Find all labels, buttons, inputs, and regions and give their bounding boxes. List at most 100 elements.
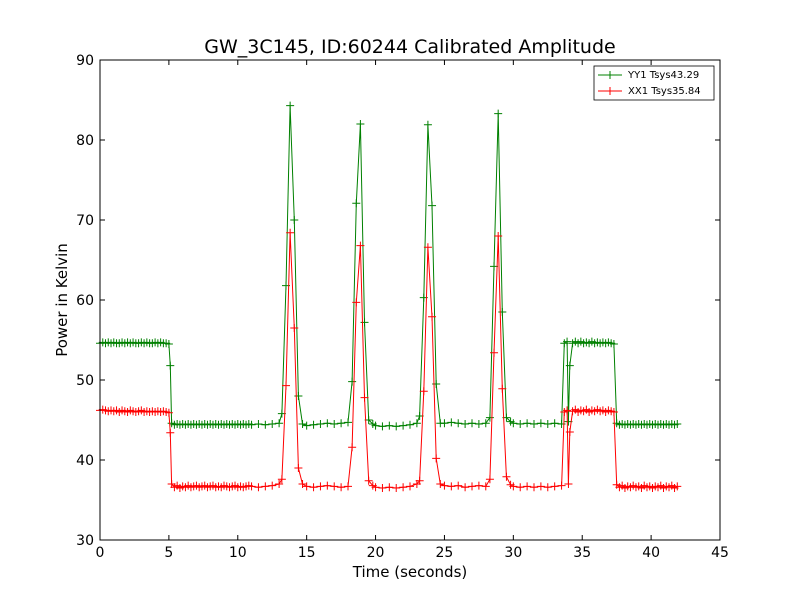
y-tick-label: 70 (76, 213, 94, 229)
y-tick-label: 90 (76, 53, 94, 69)
data-point (371, 483, 380, 492)
data-point (436, 480, 445, 488)
x-tick-label: 15 (298, 545, 316, 561)
data-point (474, 420, 483, 428)
data-point (247, 482, 256, 491)
data-point (282, 381, 290, 390)
data-point (530, 420, 538, 428)
data-point (523, 482, 532, 491)
data-point (494, 232, 503, 240)
data-point (474, 481, 483, 490)
legend-label-xx1: XX1 Tsys35.84 (628, 86, 701, 97)
y-axis-title: Power in Kelvin (53, 243, 71, 357)
data-point (423, 120, 432, 129)
data-point (468, 482, 476, 491)
data-point (356, 120, 365, 128)
data-point (423, 243, 432, 252)
data-point (536, 419, 545, 428)
data-point (254, 483, 263, 492)
data-point (290, 216, 299, 224)
y-tick-label: 80 (76, 133, 94, 149)
data-point (550, 419, 559, 428)
data-point (440, 481, 449, 490)
data-point (502, 472, 511, 481)
x-tick-label: 35 (573, 545, 591, 561)
data-point (277, 475, 286, 484)
data-point (609, 340, 618, 348)
data-point (360, 393, 369, 402)
y-tick-label: 40 (76, 453, 94, 469)
data-point (298, 420, 307, 428)
series-layer (96, 101, 682, 492)
data-point (481, 482, 490, 491)
x-tick-label: 45 (711, 545, 729, 561)
data-point (268, 481, 277, 490)
data-point (516, 420, 525, 428)
data-point (673, 482, 682, 491)
data-point (609, 408, 618, 416)
chart-title: GW_3C145, ID:60244 Calibrated Amplitude (204, 36, 615, 58)
legend: YY1 Tsys43.29 XX1 Tsys35.84 (593, 65, 715, 101)
data-point (247, 420, 256, 429)
data-point (261, 482, 270, 491)
data-point (461, 483, 470, 492)
data-point (485, 413, 494, 422)
data-point (536, 482, 545, 491)
data-point (406, 420, 414, 429)
data-point (302, 482, 311, 491)
data-point (352, 298, 361, 307)
data-point (290, 324, 299, 332)
data-point (406, 482, 414, 491)
series-markers-xx1 (96, 228, 682, 492)
x-tick-label: 0 (96, 545, 105, 561)
data-point (378, 422, 387, 431)
data-point (268, 420, 277, 428)
data-point (360, 318, 369, 327)
data-point (563, 406, 572, 415)
data-point (550, 482, 559, 491)
data-point (316, 420, 325, 428)
data-point (485, 475, 494, 484)
x-axis-title: Time (seconds) (352, 563, 468, 581)
axes-layer: 0 5 10 15 20 25 30 35 40 45 30 40 50 60 70 80 90 (76, 53, 729, 561)
data-point (330, 420, 339, 428)
data-point (490, 348, 499, 357)
data-point (440, 419, 449, 428)
data-point (543, 483, 552, 492)
data-point (565, 428, 574, 436)
data-point (565, 361, 574, 370)
data-point (348, 443, 357, 452)
data-point (254, 420, 263, 428)
data-point (564, 480, 573, 488)
data-point (557, 481, 566, 490)
data-point (344, 418, 352, 427)
data-point (344, 482, 352, 491)
data-point (309, 420, 318, 429)
data-point (294, 392, 303, 400)
y-tick-label: 30 (76, 533, 94, 549)
data-point (323, 419, 332, 428)
data-point (432, 454, 441, 463)
data-point (392, 422, 401, 431)
data-point (164, 408, 173, 417)
data-point (316, 482, 325, 491)
data-point (309, 483, 318, 492)
data-point (166, 361, 175, 370)
x-tick-label: 20 (367, 545, 385, 561)
data-point (364, 476, 373, 485)
data-point (356, 241, 365, 250)
data-point (530, 483, 538, 492)
x-tick-label: 30 (504, 545, 522, 561)
data-point (286, 228, 295, 237)
data-point (543, 420, 552, 428)
data-point (352, 199, 361, 208)
data-point (494, 109, 503, 118)
data-point (509, 482, 518, 491)
data-point (415, 476, 424, 485)
data-point (673, 420, 682, 428)
data-point (516, 483, 525, 492)
data-point (523, 419, 532, 428)
data-point (428, 201, 437, 210)
data-point (461, 420, 470, 428)
